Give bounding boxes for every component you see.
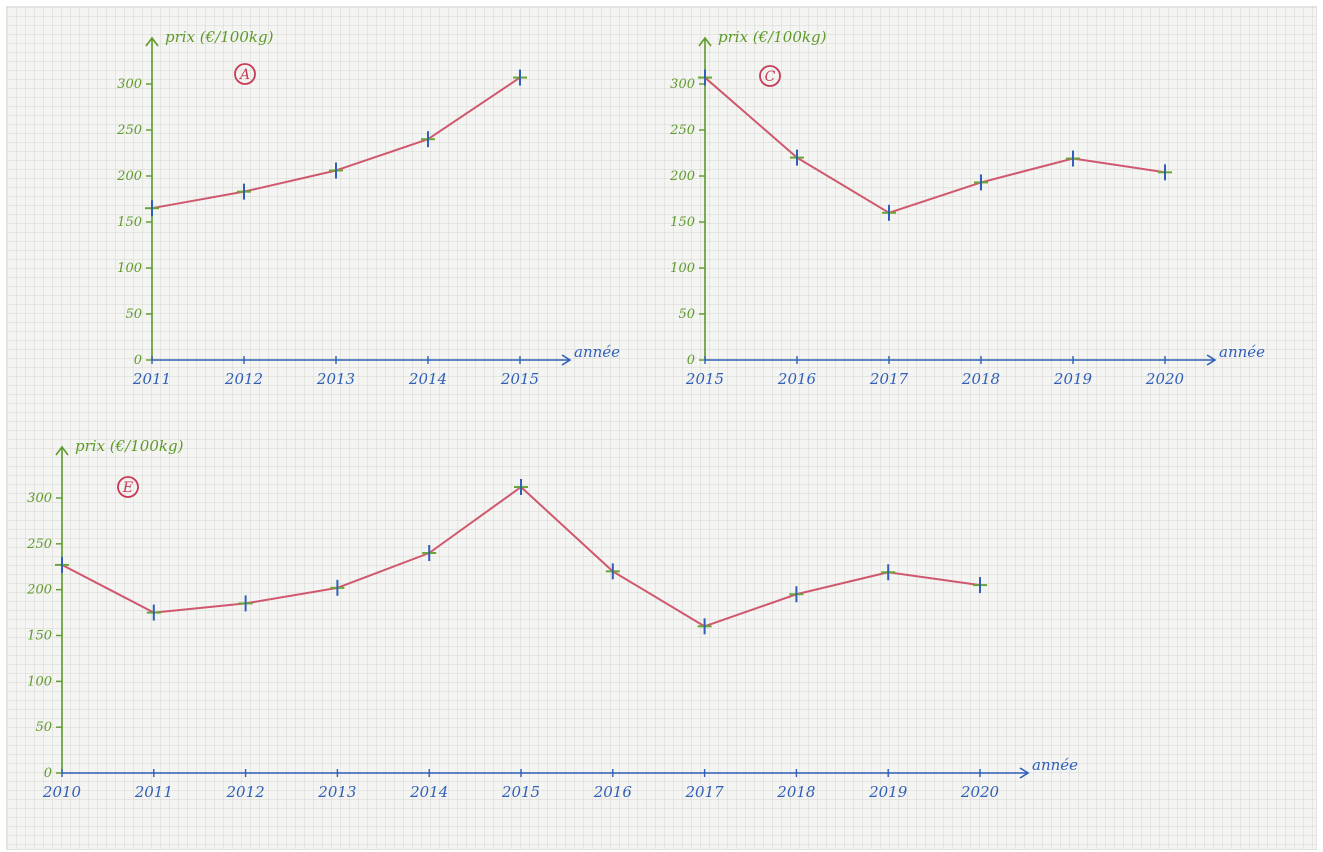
badge-letter: E [122,480,133,496]
x-tick-label-2017: 2017 [685,783,725,801]
y-tick-label-250: 250 [116,123,142,138]
x-tick-label-2019: 2019 [1053,370,1093,388]
data-point-2016 [605,563,620,580]
x-tick-label-2013: 2013 [316,370,355,388]
data-point-2015 [698,69,712,86]
badge-letter: A [238,67,250,83]
data-point-2017 [697,618,712,635]
x-tick-label-2020: 2020 [960,783,1000,801]
series-line [704,76,1166,214]
data-point-2011 [146,604,161,621]
y-tick-label-100: 100 [27,674,52,689]
y-tick-label-300: 300 [670,77,695,92]
data-point-2014 [422,545,437,561]
y-axis-arrow [145,36,159,47]
x-tick-label-2016: 2016 [777,370,817,388]
y-tick-label-50: 50 [35,720,52,735]
data-point-2018 [789,586,804,603]
y-axis-title: prix (€/100kg) [75,437,184,455]
y-axis-title: prix (€/100kg) [718,28,827,46]
x-tick-label-2019: 2019 [868,783,908,801]
data-point-2010 [55,556,69,573]
y-axis-arrow [55,445,69,456]
y-tick-label-100: 100 [117,261,142,276]
x-tick-label-2014: 2014 [408,370,447,388]
badge-circle [234,63,256,85]
y-tick-label-100: 100 [670,261,695,276]
x-tick-label-2017: 2017 [869,370,909,388]
y-tick-label-200: 200 [26,583,52,598]
chart-c: prix (€/100kg) 0 50 100 150 200 250 300 année 201… [669,28,1265,388]
x-tick-label-2013: 2013 [317,783,356,801]
y-tick-label-300: 300 [117,77,142,92]
x-axis-arrow [1206,354,1217,366]
data-point-2016 [790,149,804,166]
data-point-2017 [882,204,896,221]
data-point-2013 [330,579,345,596]
x-tick-label-2015: 2015 [500,370,539,388]
y-tick-label-250: 250 [26,537,52,552]
chart-a: prix (€/100kg) 0 50 100 150 200 250 300 année 201… [116,28,620,388]
x-tick-label-2012: 2012 [224,370,263,388]
y-tick-label-50: 50 [125,307,142,322]
series-line [151,76,521,210]
badge-letter: C [765,69,776,85]
y-tick-label-150: 150 [117,215,142,230]
chart-e: prix (€/100kg) 0 50 100 150 200 250 300 année 201… [26,437,1078,801]
y-tick-label-200: 200 [669,169,695,184]
data-point-2013 [329,162,343,179]
x-axis-title: année [1032,756,1078,774]
data-point-2011 [145,200,159,217]
graph-paper [6,6,1317,850]
data-point-2012 [238,595,253,612]
y-tick-label-0: 0 [687,353,695,368]
data-point-2012 [237,183,251,200]
y-axis-arrow [698,36,712,47]
x-tick-label-2015: 2015 [685,370,724,388]
data-point-2018 [974,174,988,191]
x-tick-label-2015: 2015 [501,783,540,801]
data-point-2020 [973,577,987,594]
y-tick-label-200: 200 [116,169,142,184]
x-axis-arrow [561,354,572,366]
data-point-2019 [881,564,896,581]
x-tick-label-2018: 2018 [776,783,815,801]
x-tick-label-2011: 2011 [132,370,171,388]
data-point-2019 [1066,150,1080,167]
data-point-2020 [1158,164,1172,181]
y-tick-label-150: 150 [27,629,52,644]
y-tick-label-0: 0 [134,353,142,368]
x-axis-title: année [574,343,620,361]
x-tick-label-2018: 2018 [961,370,1000,388]
x-tick-label-2020: 2020 [1145,370,1185,388]
series-line [61,486,981,628]
x-tick-label-2016: 2016 [593,783,633,801]
y-tick-label-150: 150 [670,215,695,230]
data-point-2015 [514,479,528,495]
y-axis-title: prix (€/100kg) [165,28,274,46]
y-tick-label-250: 250 [669,123,695,138]
x-axis-title: année [1219,343,1265,361]
data-point-2014 [421,131,435,148]
y-tick-label-0: 0 [44,766,52,781]
badge-circle [759,65,781,87]
x-tick-label-2014: 2014 [409,783,448,801]
x-tick-label-2010: 2010 [42,783,82,801]
x-axis-arrow [1019,767,1030,779]
badge-circle [117,476,139,498]
x-tick-label-2012: 2012 [226,783,265,801]
y-tick-label-50: 50 [678,307,695,322]
data-point-2015 [513,69,527,86]
x-tick-label-2011: 2011 [134,783,173,801]
y-tick-label-300: 300 [27,491,52,506]
